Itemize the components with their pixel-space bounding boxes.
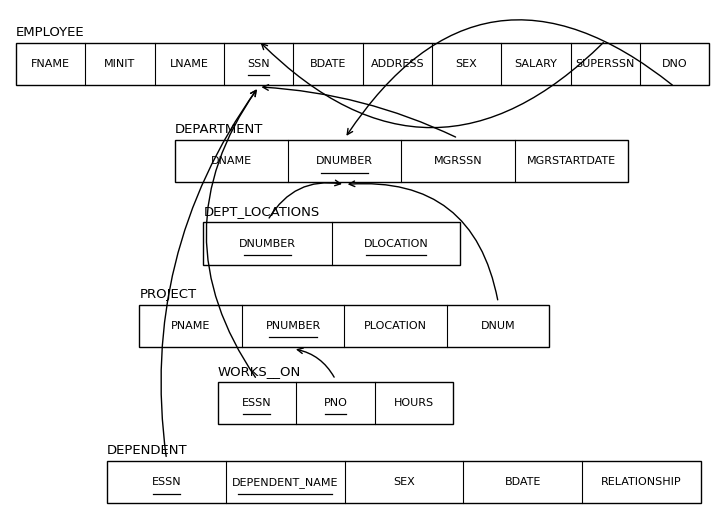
Text: SUPERSSN: SUPERSSN (576, 59, 635, 69)
Text: PLOCATION: PLOCATION (364, 321, 427, 331)
Text: RELATIONSHIP: RELATIONSHIP (601, 477, 681, 487)
Bar (175, 140, 628, 182)
Text: DNUMBER: DNUMBER (240, 238, 296, 248)
Text: SEX: SEX (393, 477, 415, 487)
Text: PROJECT: PROJECT (139, 288, 197, 300)
Text: DNO: DNO (662, 59, 687, 69)
Text: DNUM: DNUM (481, 321, 515, 331)
Text: EMPLOYEE: EMPLOYEE (16, 26, 84, 39)
Bar (204, 223, 460, 265)
Text: DNAME: DNAME (211, 156, 252, 166)
Text: ESSN: ESSN (151, 477, 181, 487)
Text: DEPARTMENT: DEPARTMENT (175, 123, 264, 136)
Text: FNAME: FNAME (31, 59, 70, 69)
Text: HOURS: HOURS (394, 398, 434, 408)
Bar (139, 304, 550, 347)
Text: DEPT_LOCATIONS: DEPT_LOCATIONS (204, 205, 320, 219)
Text: LNAME: LNAME (170, 59, 209, 69)
Text: DLOCATION: DLOCATION (364, 238, 429, 248)
Text: MGRSSN: MGRSSN (434, 156, 483, 166)
Text: PNAME: PNAME (171, 321, 210, 331)
Text: DNUMBER: DNUMBER (317, 156, 373, 166)
Text: BDATE: BDATE (309, 59, 346, 69)
Text: DEPENDENT_NAME: DEPENDENT_NAME (232, 477, 339, 488)
Text: ESSN: ESSN (242, 398, 272, 408)
Text: MINIT: MINIT (104, 59, 135, 69)
Text: SEX: SEX (456, 59, 478, 69)
Text: ADDRESS: ADDRESS (371, 59, 424, 69)
Text: WORKS__ON: WORKS__ON (218, 365, 301, 377)
Text: DEPENDENT: DEPENDENT (107, 444, 188, 457)
Bar (218, 381, 454, 424)
Text: BDATE: BDATE (505, 477, 541, 487)
Text: SSN: SSN (248, 59, 270, 69)
Bar (16, 43, 709, 85)
Text: PNUMBER: PNUMBER (266, 321, 321, 331)
Text: MGRSTARTDATE: MGRSTARTDATE (527, 156, 616, 166)
Text: PNO: PNO (323, 398, 347, 408)
Bar (107, 461, 701, 504)
Text: SALARY: SALARY (515, 59, 558, 69)
